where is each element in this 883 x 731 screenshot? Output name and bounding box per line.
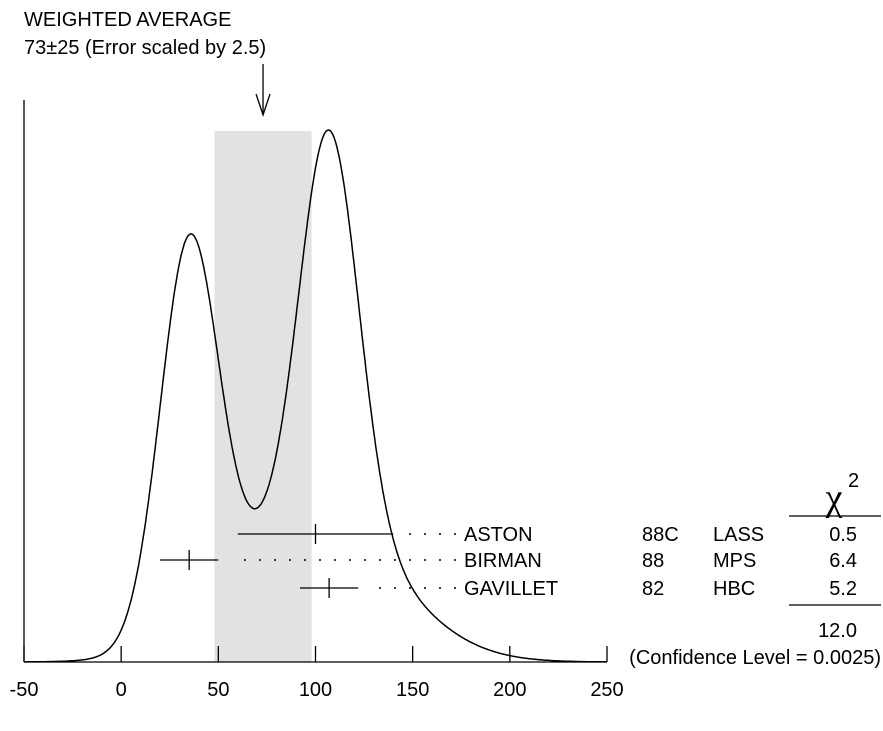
measurement-row: BIRMAN 88 MPS 6.4 xyxy=(160,550,857,572)
x-tick-label: 100 xyxy=(299,679,332,701)
measurement-name: BIRMAN xyxy=(464,550,542,572)
leader-dot xyxy=(349,559,351,561)
leader-dot xyxy=(439,587,441,589)
weighted-average-band xyxy=(214,131,312,662)
leader-dot xyxy=(259,559,261,561)
leader-dot xyxy=(364,559,366,561)
leader-dot xyxy=(394,559,396,561)
leader-dot xyxy=(424,533,426,535)
leader-dot xyxy=(409,533,411,535)
leader-dot xyxy=(379,587,381,589)
measurement-name: ASTON xyxy=(464,524,533,546)
leader-dot xyxy=(454,533,456,535)
measurement-experiment: LASS xyxy=(713,524,764,546)
measurement-year: 82 xyxy=(642,578,664,600)
leader-dot xyxy=(439,533,441,535)
leader-dot xyxy=(454,587,456,589)
chi2-header: χ xyxy=(825,477,843,519)
measurement-chi2: 0.5 xyxy=(829,524,857,546)
measurement-experiment: HBC xyxy=(713,578,755,600)
measurement-name: GAVILLET xyxy=(464,578,558,600)
measurement-chi2: 5.2 xyxy=(829,578,857,600)
measurement-experiment: MPS xyxy=(713,550,756,572)
weighted-average-arrow xyxy=(255,64,271,118)
leader-dot xyxy=(409,559,411,561)
measurement-rows: ASTON 88C LASS 0.5 BIRMAN 88 MPS 6.4 GAVILLET 82 H… xyxy=(160,524,857,600)
leader-dot xyxy=(244,559,246,561)
x-tick-label: 250 xyxy=(590,679,623,701)
chi2-header-superscript: 2 xyxy=(848,470,859,492)
chart-subtitle: 73±25 (Error scaled by 2.5) xyxy=(24,37,266,59)
leader-dot xyxy=(439,559,441,561)
leader-dot xyxy=(424,587,426,589)
x-tick-label: 50 xyxy=(207,679,229,701)
leader-dot xyxy=(334,559,336,561)
measurement-year: 88 xyxy=(642,550,664,572)
leader-dot xyxy=(319,559,321,561)
x-tick-label: -50 xyxy=(10,679,39,701)
measurement-chi2: 6.4 xyxy=(829,550,857,572)
leader-dot xyxy=(289,559,291,561)
chi2-total: 12.0 xyxy=(818,620,857,642)
x-tick-label: 150 xyxy=(396,679,429,701)
x-axis-ticks: -50 0 50 100 150 200 250 xyxy=(10,646,624,701)
leader-dot xyxy=(394,587,396,589)
chart-title: WEIGHTED AVERAGE xyxy=(24,9,231,31)
leader-dot xyxy=(379,559,381,561)
ideogram-curve xyxy=(24,129,607,663)
measurement-row: GAVILLET 82 HBC 5.2 xyxy=(299,578,857,600)
leader-dot xyxy=(454,559,456,561)
measurement-year: 88C xyxy=(642,524,679,546)
x-tick-label: 0 xyxy=(116,679,127,701)
leader-dot xyxy=(409,587,411,589)
measurement-row: ASTON 88C LASS 0.5 xyxy=(237,524,857,546)
leader-dot xyxy=(274,559,276,561)
leader-dot xyxy=(424,559,426,561)
x-tick-label: 200 xyxy=(493,679,526,701)
leader-dot xyxy=(304,559,306,561)
confidence-level: (Confidence Level = 0.0025) xyxy=(629,647,881,669)
